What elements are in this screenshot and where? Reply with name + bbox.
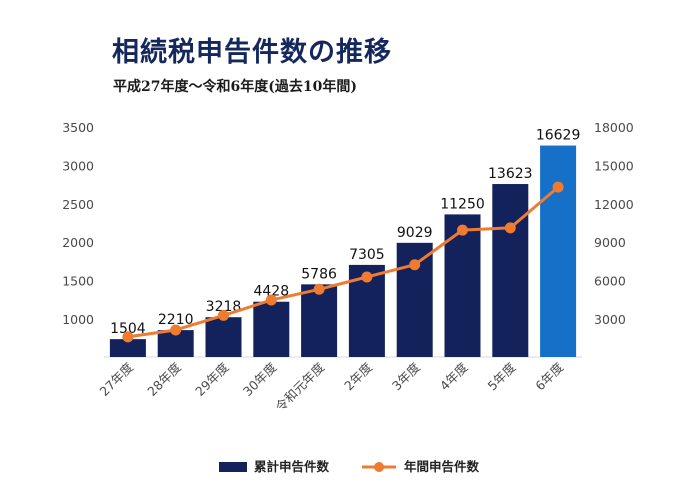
bar-data-label: 1504 (110, 321, 146, 337)
left-axis-tick-label: 2500 (62, 197, 94, 212)
left-axis-tick-label: 1000 (62, 312, 94, 327)
left-axis-tick-label: 3000 (62, 158, 94, 173)
bar-data-label: 13623 (488, 166, 533, 182)
line-annual-filings (127, 185, 560, 339)
line-point-annual (265, 294, 277, 306)
legend-label-bar: 累計申告件数 (254, 459, 330, 474)
right-axis-tick-label: 12000 (594, 197, 634, 212)
bar-cumulative (301, 284, 338, 357)
line-point-annual (313, 283, 325, 295)
bar-cumulative (444, 214, 481, 357)
bar-data-label: 9029 (397, 225, 433, 241)
bar-cumulative (205, 317, 242, 357)
bar-data-label: 4428 (253, 284, 289, 300)
legend: 累計申告件数 年間申告件数 (219, 459, 480, 474)
left-axis-tick-label: 2000 (62, 235, 94, 250)
x-axis-category-label: 30年度 (240, 359, 280, 399)
chart-title: 相続税申告件数の推移 (112, 37, 392, 68)
bar-cumulative (253, 301, 290, 357)
line-point-annual (457, 224, 468, 236)
x-axis-category-label: 5年度 (485, 359, 519, 393)
right-axis-tick-label: 15000 (594, 158, 634, 173)
bar-data-label: 7305 (349, 247, 385, 263)
bar-data-label: 11250 (440, 196, 485, 212)
x-axis-category-label: 3年度 (389, 359, 423, 393)
right-axis-tick-label: 6000 (594, 274, 626, 289)
bar-cumulative (109, 339, 146, 357)
bar-cumulative (492, 184, 529, 357)
x-axis-category-label: 2年度 (341, 359, 375, 393)
bar-cumulative (540, 145, 577, 357)
line-point-annual (409, 259, 421, 271)
line-point-annual (218, 309, 229, 321)
x-axis-category-label: 6年度 (532, 359, 566, 393)
x-axis-category-label: 27年度 (96, 359, 136, 399)
x-axis-category-label: 令和元年度 (272, 359, 327, 414)
right-axis-tick-label: 9000 (594, 235, 626, 250)
legend-label-line: 年間申告件数 (404, 459, 480, 474)
bar-data-label: 5786 (301, 266, 337, 282)
x-axis-category-label: 4年度 (437, 359, 471, 393)
chart-subtitle: 平成27年度～令和6年度(過去10年間) (113, 79, 357, 95)
left-axis-tick-label: 3500 (62, 120, 94, 135)
right-axis-tick-label: 18000 (594, 120, 634, 135)
line-point-annual (504, 222, 516, 234)
x-axis-category-label: 28年度 (144, 359, 184, 399)
x-axis-category-label: 29年度 (192, 359, 232, 399)
bar-data-label: 16629 (536, 128, 581, 144)
bar-data-label: 2210 (158, 312, 194, 328)
left-axis-tick-label: 1500 (62, 274, 94, 289)
line-point-annual (361, 271, 373, 283)
right-axis-tick-label: 3000 (594, 312, 626, 327)
legend-swatch-bar (219, 462, 247, 472)
legend-swatch-marker (374, 462, 384, 472)
line-point-annual (552, 181, 564, 193)
line-point-annual (170, 324, 182, 336)
line-point-annual (122, 331, 134, 343)
